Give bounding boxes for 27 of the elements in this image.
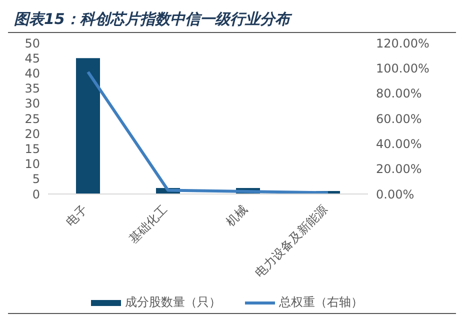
y2-tick-label: 20.00% [376,162,422,176]
chart-title: 图表15：科创芯片指数中信一级行业分布 [8,8,456,33]
x-tick-label: 基础化工 [126,202,170,246]
y-tick-label: 40 [24,66,40,80]
x-tick-label: 机械 [223,202,250,230]
y2-tick-label: 120.00% [376,36,430,50]
y-tick-label: 45 [24,51,40,66]
y-tick-label: 35 [24,82,40,96]
y-tick-label: 10 [24,157,40,172]
legend-label: 总权重（右轴） [279,294,363,311]
y2-tick-label: 0.00% [376,187,414,202]
y-tick-label: 30 [24,96,40,111]
y2-tick-label: 80.00% [376,86,422,101]
y-tick-label: 15 [24,142,40,156]
y-tick-label: 0 [32,187,40,202]
y-tick-label: 20 [24,126,40,141]
y2-tick-label: 60.00% [376,112,422,126]
y2-tick-label: 40.00% [376,136,422,151]
legend-label: 成分股数量（只） [125,294,221,311]
x-tick-label: 电力设备及新能源 [252,202,330,280]
x-tick-label: 电子 [63,202,90,230]
bar [76,58,100,194]
y-tick-label: 5 [32,172,40,186]
y-tick-label: 50 [24,36,40,50]
y2-tick-label: 100.00% [376,61,430,76]
y-tick-label: 25 [24,112,40,126]
line-series [86,70,330,194]
